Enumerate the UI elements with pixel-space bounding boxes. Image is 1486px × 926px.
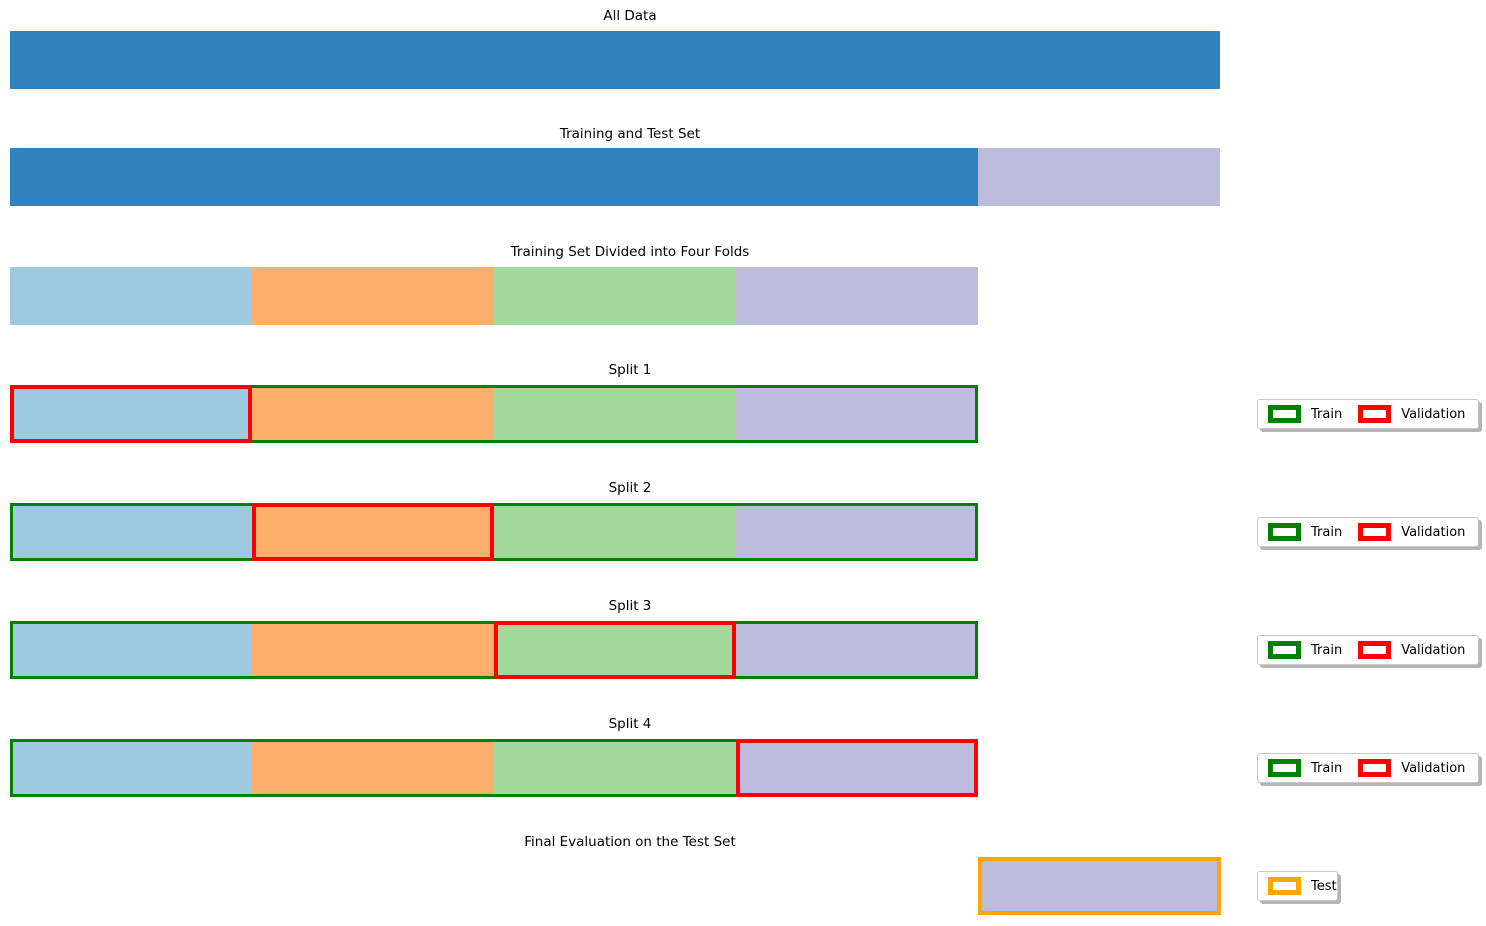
validation-legend-label: Validation xyxy=(1401,524,1466,540)
split-1-fold-3 xyxy=(494,385,736,443)
split-4-fold-3 xyxy=(494,739,736,797)
all-data-title: All Data xyxy=(603,8,657,24)
train-legend-label: Train xyxy=(1311,524,1343,540)
split-1-legend: Train Validation xyxy=(1257,399,1479,429)
validation-legend-label: Validation xyxy=(1401,406,1466,422)
split-4-legend: Train Validation xyxy=(1257,753,1479,783)
test-swatch-icon xyxy=(1268,877,1301,895)
split-1-title: Split 1 xyxy=(608,362,652,378)
validation-swatch-icon xyxy=(1358,405,1392,423)
split-3-legend: Train Validation xyxy=(1257,635,1479,665)
validation-swatch-icon xyxy=(1358,759,1392,777)
folds-title: Training Set Divided into Four Folds xyxy=(510,244,750,260)
train-swatch-icon xyxy=(1268,641,1301,659)
test-set-segment xyxy=(978,148,1220,206)
split-2-fold-3 xyxy=(494,503,736,561)
train-legend-label: Train xyxy=(1311,760,1343,776)
fold-3-segment xyxy=(494,267,736,325)
split-4-title: Split 4 xyxy=(608,716,652,732)
train-swatch-icon xyxy=(1268,759,1301,777)
test-legend: Test xyxy=(1257,871,1338,901)
validation-legend-label: Validation xyxy=(1401,642,1466,658)
split-1-fold-4 xyxy=(736,385,978,443)
split-3-fold-3 xyxy=(494,621,736,679)
train-legend-label: Train xyxy=(1311,642,1343,658)
validation-swatch-icon xyxy=(1358,523,1392,541)
split-2-title: Split 2 xyxy=(608,480,652,496)
training-set-segment xyxy=(10,148,978,206)
train-swatch-icon xyxy=(1268,405,1301,423)
split-4-fold-1 xyxy=(10,739,252,797)
split-2-fold-4 xyxy=(736,503,978,561)
split-1-fold-1 xyxy=(10,385,252,443)
validation-legend-label: Validation xyxy=(1401,760,1466,776)
all-data-bar xyxy=(10,31,1220,89)
split-3-fold-2 xyxy=(252,621,494,679)
final-eval-title: Final Evaluation on the Test Set xyxy=(524,834,736,850)
split-4-fold-4 xyxy=(736,739,978,797)
split-3-fold-4 xyxy=(736,621,978,679)
split-3-title: Split 3 xyxy=(608,598,652,614)
fold-1-segment xyxy=(10,267,252,325)
split-1-fold-2 xyxy=(252,385,494,443)
split-2-fold-2 xyxy=(252,503,494,561)
split-2-fold-1 xyxy=(10,503,252,561)
train-test-title: Training and Test Set xyxy=(559,126,701,142)
fold-2-segment xyxy=(252,267,494,325)
train-legend-label: Train xyxy=(1311,406,1343,422)
validation-swatch-icon xyxy=(1358,641,1392,659)
split-3-fold-1 xyxy=(10,621,252,679)
split-4-fold-2 xyxy=(252,739,494,797)
test-legend-label: Test xyxy=(1311,878,1337,894)
train-swatch-icon xyxy=(1268,523,1301,541)
final-test-bar xyxy=(978,857,1221,915)
split-2-legend: Train Validation xyxy=(1257,517,1479,547)
fold-4-segment xyxy=(736,267,978,325)
